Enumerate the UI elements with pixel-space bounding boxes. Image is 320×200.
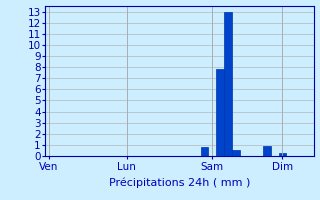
- Bar: [216, 69, 224, 156]
- Bar: [201, 147, 208, 156]
- Bar: [263, 146, 271, 156]
- X-axis label: Précipitations 24h ( mm ): Précipitations 24h ( mm ): [108, 177, 250, 188]
- Bar: [232, 150, 240, 156]
- Bar: [278, 153, 286, 156]
- Bar: [224, 12, 232, 156]
